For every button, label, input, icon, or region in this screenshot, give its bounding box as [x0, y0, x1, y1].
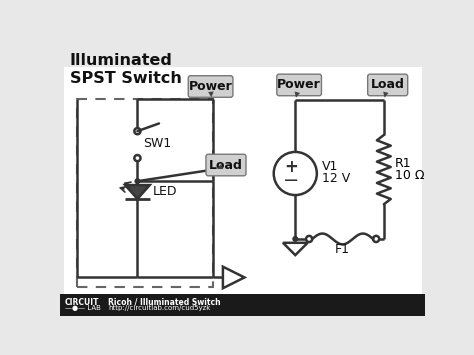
Bar [64, 67, 421, 294]
Circle shape [306, 236, 312, 242]
Text: −: − [283, 171, 300, 190]
Text: http://circuitlab.com/cud5yzk: http://circuitlab.com/cud5yzk [108, 305, 210, 311]
Text: R1: R1 [395, 157, 411, 170]
Text: SW1: SW1 [144, 137, 172, 150]
FancyBboxPatch shape [206, 154, 246, 176]
FancyBboxPatch shape [277, 74, 321, 96]
Text: Ricoh / Illuminated Switch: Ricoh / Illuminated Switch [108, 297, 221, 307]
Circle shape [134, 128, 140, 134]
Text: Load: Load [371, 78, 405, 92]
Text: Load: Load [209, 159, 243, 171]
Text: Illuminated
SPST Switch: Illuminated SPST Switch [70, 53, 182, 86]
Text: Power: Power [277, 78, 321, 92]
Text: —●— LAB: —●— LAB [65, 305, 101, 311]
Circle shape [293, 237, 298, 241]
Text: V1: V1 [322, 160, 338, 173]
Text: F1: F1 [335, 243, 350, 256]
Circle shape [135, 179, 140, 184]
Circle shape [373, 236, 379, 242]
Text: +: + [284, 158, 298, 176]
Bar [61, 294, 425, 316]
Text: 12 V: 12 V [322, 171, 350, 185]
Text: LED: LED [153, 185, 177, 198]
Circle shape [273, 152, 317, 195]
FancyBboxPatch shape [368, 74, 408, 96]
Text: Power: Power [189, 80, 232, 93]
Polygon shape [283, 243, 308, 255]
Polygon shape [125, 185, 150, 199]
Text: 10 Ω: 10 Ω [395, 169, 424, 182]
Text: CIRCUIT: CIRCUIT [65, 297, 100, 307]
Circle shape [134, 155, 140, 161]
Polygon shape [223, 267, 245, 288]
FancyBboxPatch shape [188, 76, 233, 97]
